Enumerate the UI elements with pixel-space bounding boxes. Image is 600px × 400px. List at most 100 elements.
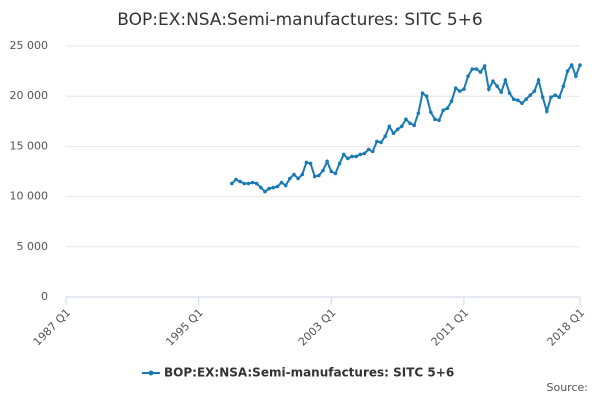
point — [271, 185, 276, 190]
point — [457, 89, 462, 93]
point — [561, 84, 566, 88]
legend-marker — [148, 370, 154, 376]
point — [565, 69, 570, 73]
point — [441, 108, 446, 113]
point — [478, 70, 483, 74]
point — [437, 118, 441, 123]
point — [383, 134, 387, 139]
point — [420, 91, 425, 95]
point — [391, 131, 396, 136]
point — [321, 168, 325, 173]
point — [292, 172, 296, 177]
point — [416, 111, 421, 116]
point — [536, 78, 541, 82]
point — [495, 84, 499, 88]
y-tick-label: 5 000 — [17, 240, 49, 253]
line — [231, 62, 581, 193]
point — [503, 78, 508, 82]
x-tick-label: 1995 Q1 — [163, 306, 206, 349]
point — [578, 63, 582, 67]
point — [466, 74, 470, 78]
point — [424, 94, 429, 98]
point — [304, 160, 309, 165]
point — [462, 87, 466, 91]
point — [238, 179, 242, 184]
source: Source: — [547, 381, 589, 394]
y-tick-label: 10 000 — [10, 190, 49, 203]
point — [300, 172, 305, 177]
point — [545, 109, 549, 114]
point — [487, 87, 491, 91]
point — [412, 123, 416, 128]
point — [499, 90, 504, 94]
point — [325, 159, 329, 164]
point — [242, 181, 247, 186]
point — [516, 98, 520, 103]
point — [250, 180, 255, 185]
point — [449, 99, 454, 104]
point — [259, 185, 263, 190]
point — [532, 89, 537, 93]
y-tick-label: 15 000 — [10, 139, 49, 152]
point — [557, 95, 562, 100]
point — [234, 177, 238, 182]
point — [445, 106, 450, 111]
point — [358, 152, 363, 157]
point — [230, 181, 234, 186]
point — [574, 74, 578, 78]
point — [263, 189, 267, 194]
point — [308, 161, 313, 166]
point — [317, 173, 321, 178]
point — [433, 117, 437, 122]
point — [569, 63, 574, 67]
chart-title: BOP:EX:NSA:Semi-manufactures: SITC 5+6 — [117, 10, 483, 30]
point — [470, 67, 475, 71]
point — [395, 127, 400, 132]
point — [370, 149, 375, 154]
point — [474, 67, 479, 71]
point — [288, 176, 292, 181]
x-tick-label: 2011 Q1 — [429, 306, 472, 349]
point — [312, 174, 317, 179]
point — [528, 93, 533, 97]
point — [379, 140, 383, 145]
point — [279, 180, 284, 185]
point — [246, 181, 251, 186]
point — [524, 97, 528, 102]
point — [520, 101, 524, 106]
point — [366, 147, 371, 152]
y-tick-label: 0 — [41, 290, 48, 303]
point — [329, 169, 334, 174]
point — [491, 79, 495, 83]
point — [453, 86, 458, 90]
point — [408, 121, 412, 126]
point — [275, 184, 280, 189]
x-tick-label: 2018 Q1 — [545, 306, 588, 349]
point — [404, 117, 408, 122]
point — [337, 161, 342, 166]
point — [540, 95, 545, 100]
x-tick-label: 1987 Q1 — [31, 306, 74, 349]
y-tick-label: 25 000 — [10, 39, 49, 52]
point — [387, 124, 392, 129]
point — [482, 64, 487, 68]
point — [511, 97, 516, 102]
point — [350, 154, 354, 159]
point — [399, 124, 404, 129]
point — [354, 154, 358, 159]
point — [346, 156, 350, 161]
point — [507, 91, 512, 95]
point — [553, 93, 557, 97]
y-tick-label: 20 000 — [10, 89, 49, 102]
point — [341, 152, 346, 157]
point — [296, 176, 300, 181]
point — [333, 171, 338, 176]
point — [375, 139, 379, 144]
point — [283, 183, 288, 188]
point — [267, 186, 271, 191]
point — [428, 110, 433, 115]
point — [549, 95, 553, 100]
x-tick-label: 2003 Q1 — [296, 306, 339, 349]
point — [362, 151, 367, 156]
